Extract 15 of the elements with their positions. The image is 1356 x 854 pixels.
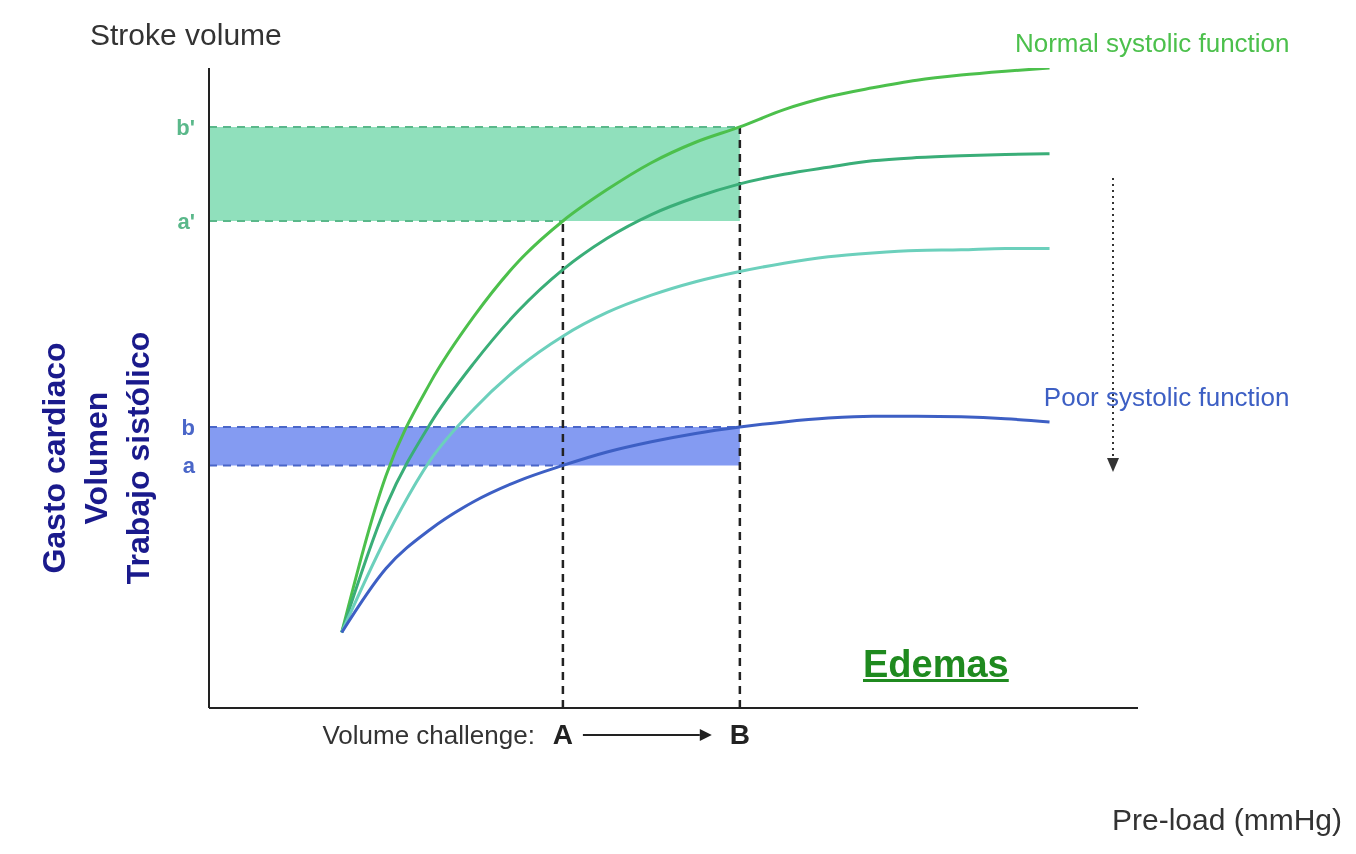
x-axis-title: Pre-load (mmHg): [1111, 803, 1342, 837]
ref-line-label: a: [182, 453, 196, 479]
annotation: Edemas: [863, 643, 1009, 686]
series-label: Normal systolic function: [1014, 28, 1290, 58]
ref-line-label: a': [177, 208, 195, 234]
text: Trabajo sistólico: [119, 331, 157, 585]
ref-line-label: b: [181, 414, 195, 440]
x-tick-label: A: [552, 719, 574, 750]
x-tick-label: B: [729, 719, 750, 750]
series-label: Poor systolic function: [1043, 381, 1290, 412]
y-axis-title: Stroke volume: [90, 18, 282, 52]
text: Volume challenge:: [322, 720, 535, 750]
text: Gasto cardiaco: [35, 341, 73, 576]
ref-line-label: b': [176, 114, 195, 140]
text: Volumen: [77, 390, 115, 527]
